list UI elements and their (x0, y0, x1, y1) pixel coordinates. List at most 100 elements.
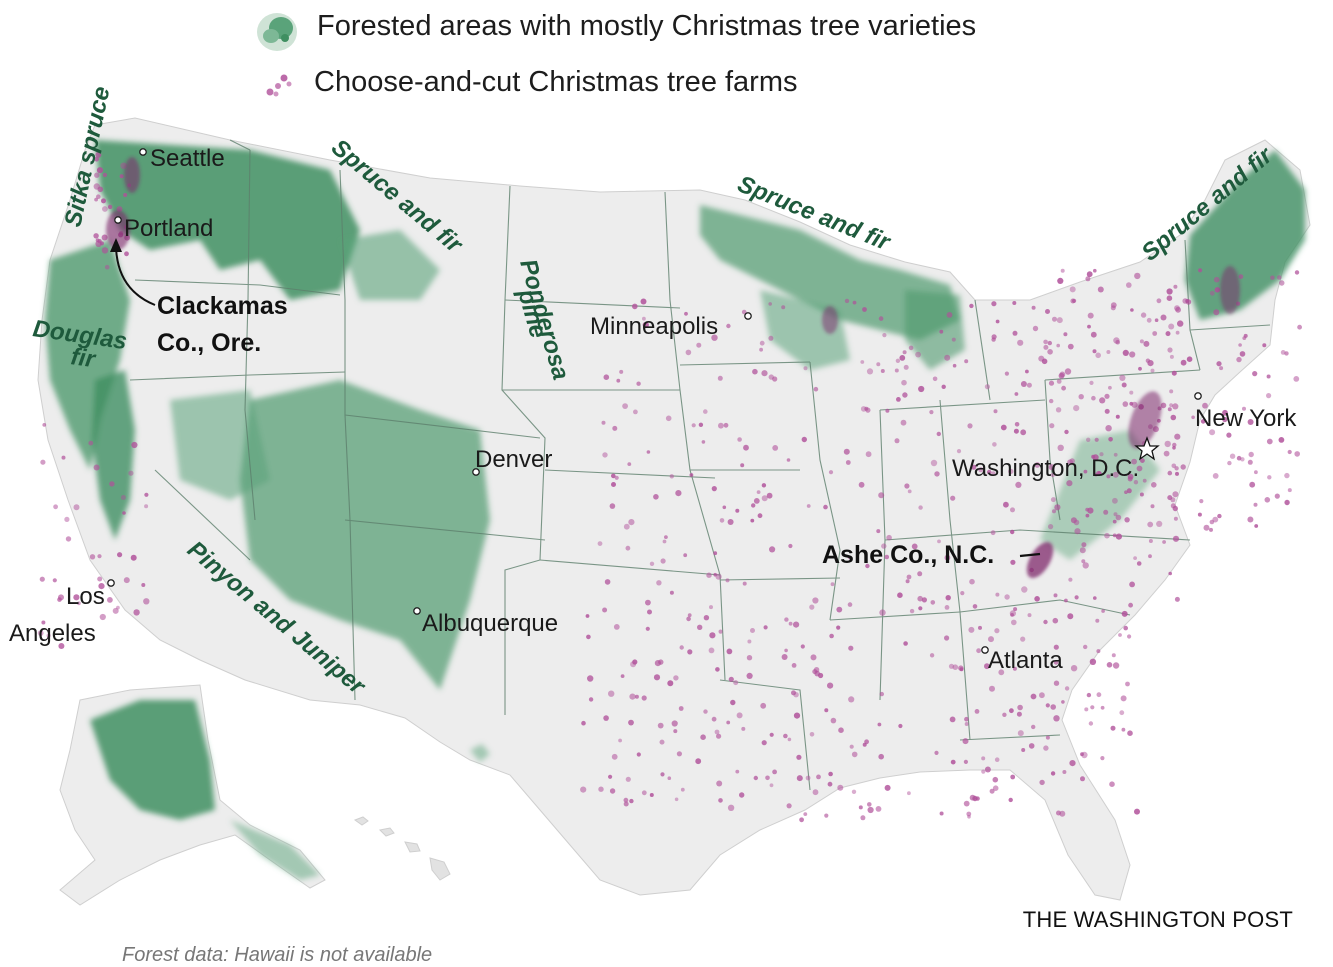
farm-dot (908, 345, 914, 351)
farm-dot (837, 784, 844, 791)
footnote-hawaii: Forest data: Hawaii is not available (122, 944, 433, 966)
farm-dot (761, 740, 767, 746)
farm-dot (886, 534, 892, 541)
farm-dot (1247, 516, 1254, 523)
farm-dot (1136, 465, 1143, 472)
farm-dot (741, 726, 746, 731)
farm-dot (1171, 370, 1177, 376)
farm-dot (649, 793, 654, 797)
farm-dot (904, 483, 910, 489)
farm-dot (1081, 559, 1086, 564)
farm-dot (52, 578, 57, 583)
farm-dot (941, 384, 946, 389)
farm-dot (1020, 429, 1027, 436)
farm-dot (131, 441, 138, 449)
farm-dot (1094, 437, 1099, 442)
farm-dot (1127, 634, 1132, 639)
farm-dot (824, 813, 829, 818)
farm-dot (1284, 472, 1290, 479)
farm-dot (73, 504, 80, 511)
farm-dot (847, 602, 853, 607)
farm-dot (981, 756, 986, 761)
farm-dot (608, 774, 613, 779)
farm-dot (1049, 398, 1054, 404)
farm-dot (1154, 318, 1159, 323)
farm-dot (878, 753, 884, 760)
farm-dot (1112, 533, 1117, 538)
farm-dot (1121, 610, 1128, 617)
farm-dot (1145, 358, 1151, 363)
farm-dot (906, 574, 912, 580)
farm-dot (769, 546, 776, 553)
farm-dot (949, 716, 956, 723)
farm-dot (1010, 529, 1015, 535)
los-angeles-marker (107, 579, 115, 587)
farm-dot (1012, 666, 1017, 671)
city-markers (107, 148, 1202, 654)
farm-dot (1294, 270, 1300, 275)
farm-dot (97, 554, 102, 559)
farm-dot (768, 335, 774, 341)
farm-dot (1120, 695, 1127, 702)
seattle-marker (139, 148, 147, 156)
farm-dot (1070, 298, 1076, 304)
farm-dot (1021, 586, 1028, 593)
farm-dot (757, 513, 763, 519)
farm-dot (1112, 519, 1117, 524)
farm-dot (726, 720, 731, 725)
farm-dot (1168, 323, 1175, 330)
farm-dot (628, 719, 634, 726)
farm-dot (1115, 533, 1122, 540)
farm-dot (656, 580, 662, 586)
farm-dot (809, 732, 815, 737)
farm-dot (102, 172, 108, 178)
farm-dot (1085, 507, 1090, 512)
farm-dot (698, 422, 704, 427)
farm-dot (713, 551, 718, 556)
farm-dot (1174, 433, 1181, 440)
farm-dot (929, 653, 935, 658)
farm-dot (848, 645, 854, 651)
farm-dot (1112, 497, 1118, 504)
farm-dot (1166, 288, 1173, 295)
farm-dot (899, 355, 906, 361)
farm-dot (1297, 324, 1302, 330)
farm-dot (1217, 513, 1222, 519)
farm-dot (96, 167, 104, 174)
farm-dot (41, 620, 46, 625)
farm-dot (963, 800, 970, 807)
farm-dot (588, 697, 594, 702)
farm-dot (1104, 393, 1110, 399)
farm-dot (1239, 351, 1246, 357)
legend-forest-label: Forested areas with mostly Christmas tre… (317, 10, 977, 42)
farm-dot (683, 553, 688, 558)
farm-dot (1010, 613, 1014, 617)
farm-dot (680, 787, 685, 792)
farm-dot (1129, 401, 1134, 406)
farm-dot (1122, 349, 1129, 356)
farm-dot (1197, 512, 1202, 517)
farm-dot (936, 431, 941, 437)
farm-dot (144, 504, 149, 509)
farm-dot (1160, 402, 1167, 409)
farm-dot (141, 583, 146, 587)
farm-dot (796, 775, 803, 782)
farm-dot (806, 504, 811, 508)
farm-dot (1048, 524, 1054, 530)
farm-dot (1103, 509, 1109, 515)
farm-dot (1148, 539, 1153, 543)
farm-dot (781, 654, 788, 660)
farm-dot (39, 576, 45, 582)
farm-dot (1014, 392, 1019, 396)
farm-dot (128, 470, 134, 476)
farm-dot (53, 504, 58, 510)
farm-dot (1170, 414, 1177, 421)
farm-dot (1008, 797, 1013, 803)
farm-dot (632, 659, 638, 665)
farm-dot (1052, 316, 1057, 322)
farm-dot (967, 423, 973, 429)
farm-dot (640, 298, 647, 305)
farm-dot (1175, 330, 1180, 335)
farm-dot (711, 486, 717, 492)
